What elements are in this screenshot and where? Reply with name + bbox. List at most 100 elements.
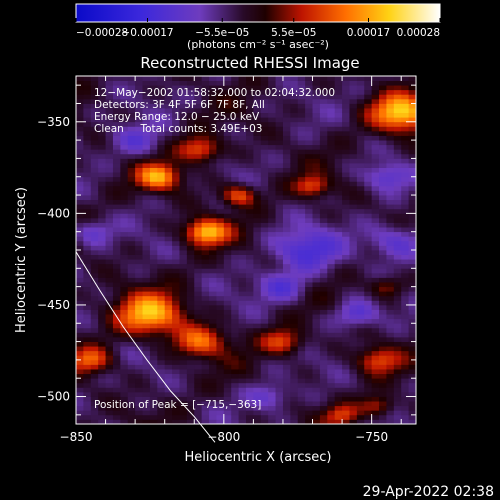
heatmap-cell (334, 208, 343, 214)
heatmap-cell (253, 199, 262, 205)
heatmap-cell (305, 364, 313, 370)
heatmap-cell (268, 199, 276, 205)
heatmap-cell (312, 135, 321, 141)
heatmap-cell (164, 369, 173, 375)
heatmap-cell (172, 364, 180, 370)
heatmap-cell (371, 108, 380, 114)
heatmap-cell (231, 117, 240, 123)
heatmap-cell (253, 185, 262, 191)
heatmap-cell (98, 304, 106, 310)
heatmap-cell (149, 332, 158, 338)
heatmap-cell (268, 277, 276, 283)
heatmap-cell (268, 140, 276, 146)
heatmap-cell (76, 153, 84, 159)
heatmap-cell (312, 181, 321, 187)
heatmap-cell (105, 282, 114, 288)
heatmap-cell (194, 359, 203, 365)
heatmap-cell (179, 364, 188, 370)
heatmap-cell (246, 277, 254, 283)
heatmap-cell (172, 199, 180, 205)
heatmap-cell (371, 190, 380, 196)
heatmap-cell (268, 236, 276, 242)
heatmap-cell (231, 240, 240, 246)
heatmap-cell (319, 153, 328, 159)
heatmap-cell (157, 419, 166, 425)
heatmap-cell (275, 144, 284, 150)
heatmap-cell (253, 268, 262, 274)
heatmap-cell (246, 259, 254, 265)
heatmap-cell (393, 419, 402, 425)
heatmap-cell (401, 172, 410, 178)
heatmap-cell (231, 144, 240, 150)
y-axis: −350−400−450−500 (37, 84, 416, 416)
heatmap-cell (135, 167, 143, 173)
heatmap-cell (386, 130, 395, 136)
heatmap-cell (342, 291, 350, 297)
heatmap-cell (297, 135, 306, 141)
heatmap-cell (201, 213, 210, 219)
heatmap-cell (342, 414, 350, 420)
heatmap-cell (149, 190, 158, 196)
heatmap-cell (120, 208, 129, 214)
heatmap-cell (312, 295, 321, 301)
heatmap-cell (319, 108, 328, 114)
heatmap-cell (393, 254, 402, 260)
heatmap-cell (342, 277, 350, 283)
heatmap-cell (238, 144, 247, 150)
heatmap-cell (253, 89, 262, 95)
heatmap-cell (260, 327, 269, 333)
heatmap-cell (319, 318, 328, 324)
heatmap-cell (275, 396, 284, 402)
heatmap-cell (231, 231, 240, 237)
heatmap-cell (349, 332, 358, 338)
heatmap-cell (120, 323, 129, 329)
heatmap-cell (260, 94, 269, 100)
heatmap-cell (164, 382, 173, 388)
heatmap-cell (186, 181, 195, 187)
heatmap-cell (90, 236, 99, 242)
heatmap-cell (379, 190, 387, 196)
heatmap-cell (98, 314, 106, 320)
heatmap-cell (223, 369, 232, 375)
heatmap-cell (246, 126, 254, 132)
heatmap-cell (90, 263, 99, 269)
heatmap-cell (142, 231, 151, 237)
heatmap-cell (105, 337, 114, 342)
heatmap-cell (275, 259, 284, 265)
heatmap-cell (282, 355, 291, 361)
heatmap-cell (105, 172, 114, 178)
heatmap-cell (312, 337, 321, 342)
heatmap-cell (327, 401, 336, 407)
heatmap-cell (297, 185, 306, 191)
heatmap-cell (312, 149, 321, 155)
heatmap-cell (379, 350, 387, 356)
heatmap-cell (157, 401, 166, 407)
heatmap-cell (327, 144, 336, 150)
heatmap-cell (312, 245, 321, 251)
heatmap-cell (120, 204, 129, 210)
heatmap-cell (334, 163, 343, 168)
heatmap-cell (157, 167, 166, 173)
heatmap-cell (371, 176, 380, 182)
heatmap-cell (157, 295, 166, 301)
heatmap-cell (98, 337, 106, 342)
heatmap-cell (260, 158, 269, 164)
heatmap-cell (334, 89, 343, 95)
heatmap-cell (364, 391, 373, 397)
heatmap-cell (393, 89, 402, 95)
heatmap-cell (135, 414, 143, 420)
heatmap-cell (112, 121, 121, 127)
heatmap-cell (393, 108, 402, 114)
heatmap-cell (83, 272, 92, 278)
heatmap-cell (209, 337, 217, 342)
heatmap-cell (349, 373, 358, 379)
heatmap-cell (379, 254, 387, 260)
heatmap-cell (334, 286, 343, 292)
heatmap-cell (268, 213, 276, 219)
heatmap-cell (356, 195, 365, 201)
heatmap-cell (120, 346, 129, 352)
heatmap-cell (164, 112, 173, 118)
heatmap-cell (349, 304, 358, 310)
heatmap-cell (342, 254, 350, 260)
heatmap-cell (334, 277, 343, 283)
